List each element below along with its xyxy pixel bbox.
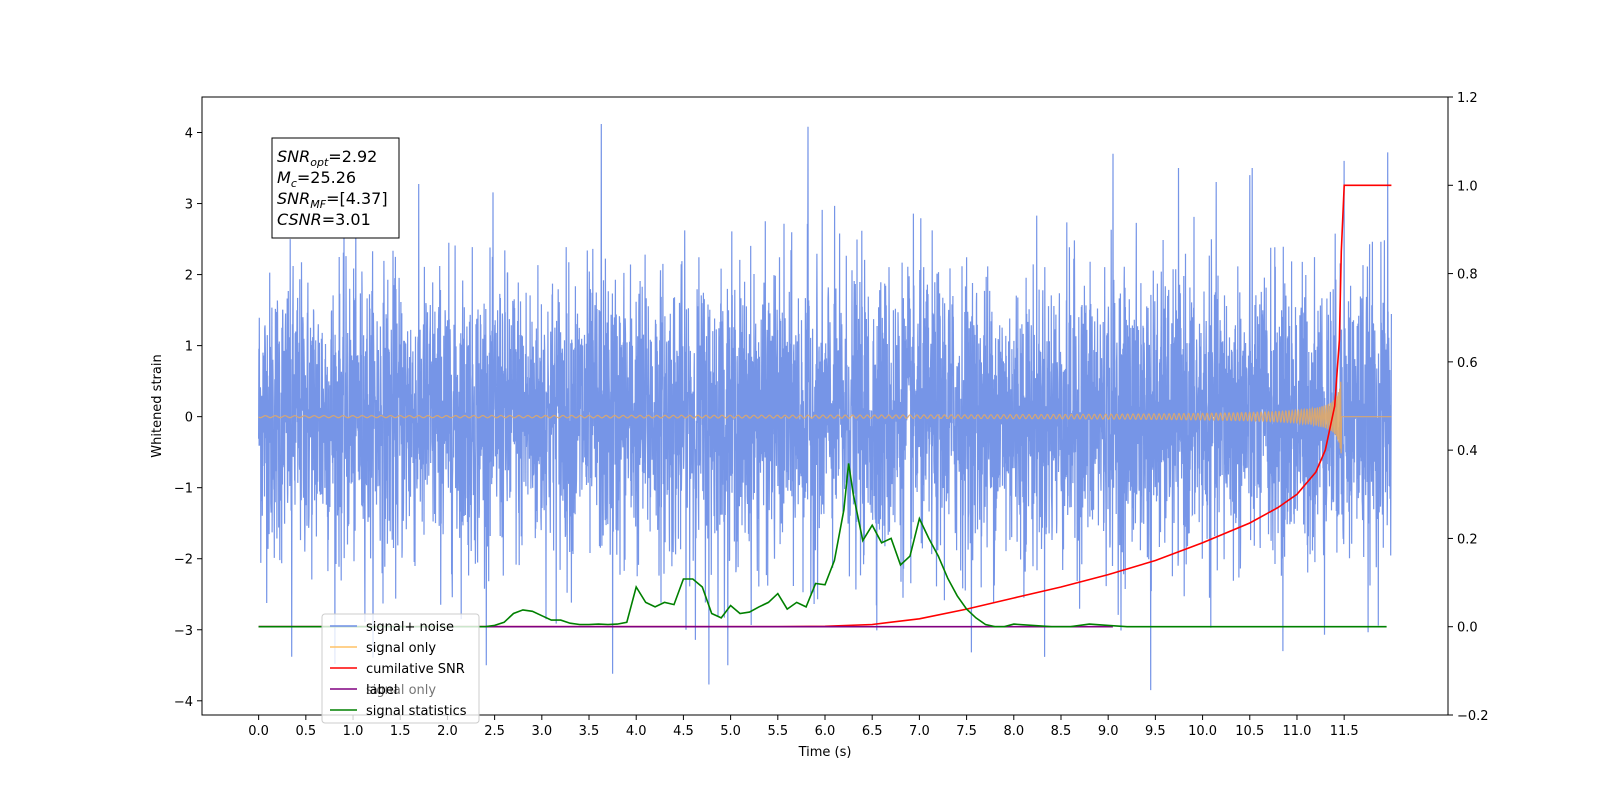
x-axis-label: Time (s) [798, 745, 852, 760]
y-left-tick-label: 2 [185, 269, 193, 284]
x-tick-label: 1.0 [343, 724, 364, 739]
x-tick-label: 9.0 [1098, 724, 1119, 739]
y-left-tick-label: −4 [174, 695, 193, 710]
legend-entry-label: signal only [366, 641, 436, 656]
x-tick-label: 1.5 [390, 724, 411, 739]
legend-entry-label: label [366, 683, 397, 698]
x-tick-label: 7.5 [956, 724, 977, 739]
x-tick-label: 6.0 [815, 724, 836, 739]
series-line-cumilative-snr [258, 184, 1392, 628]
stats-annotation-line: CSNR=3.01 [277, 210, 371, 229]
x-tick-label: 5.0 [720, 724, 741, 739]
y-right-tick-label: 1.0 [1457, 179, 1478, 194]
y-right-tick-label: 1.2 [1457, 91, 1478, 106]
y-left-tick-label: −2 [174, 553, 193, 568]
series-line-signal-statistics [258, 463, 1387, 628]
x-tick-label: 0.0 [248, 724, 269, 739]
x-tick-label: 5.5 [767, 724, 788, 739]
y-left-tick-label: 0 [185, 411, 193, 426]
series-line-signal-noise [258, 123, 1392, 691]
x-tick-label: 3.0 [531, 724, 552, 739]
stats-annotation-line: Mc=25.26 [277, 168, 356, 190]
x-tick-label: 4.0 [626, 724, 647, 739]
x-tick-label: 8.5 [1051, 724, 1072, 739]
stats-annotation-line: SNRMF=[4.37] [277, 189, 388, 211]
x-tick-label: 8.0 [1003, 724, 1024, 739]
y-left-tick-label: 3 [185, 198, 193, 213]
legend-entry-label: signal+ noise [366, 620, 454, 635]
axes: 0.0 0.5 1.0 1.5 2.0 2.5 3.0 3.5 4.0 4.5 5.0 5.5 6.0 6… [150, 91, 1489, 760]
legend-box [321, 613, 480, 724]
legend-entry-label: cumilative SNR [366, 662, 465, 677]
x-tick-label: 6.5 [862, 724, 883, 739]
x-tick-label: 10.5 [1235, 724, 1264, 739]
y-right-tick-label: 0.8 [1457, 268, 1478, 283]
legend-ghost-label: signal only [366, 683, 436, 698]
y-right-tick-label: 0.2 [1457, 532, 1478, 547]
x-tick-label: 11.5 [1330, 724, 1359, 739]
legend: signal+ noise signal only cumilative SNR la… [321, 613, 480, 724]
x-tick-label: 0.5 [295, 724, 316, 739]
y-right-tick-label: −0.2 [1457, 709, 1489, 724]
x-tick-label: 2.5 [484, 724, 505, 739]
x-tick-label: 4.5 [673, 724, 694, 739]
stats-annotation-box [271, 137, 400, 239]
series-line-signal-only [258, 381, 1392, 454]
y-left-tick-label: −3 [174, 624, 193, 639]
x-tick-label: 2.0 [437, 724, 458, 739]
stats-annotation-line: SNRopt=2.92 [277, 147, 377, 169]
legend-entry-label: signal statistics [366, 704, 467, 719]
x-tick-label: 11.0 [1282, 724, 1311, 739]
y-left-tick-label: 4 [185, 127, 193, 142]
x-tick-label: 9.5 [1145, 724, 1166, 739]
x-tick-label: 3.5 [579, 724, 600, 739]
x-tick-label: 10.0 [1188, 724, 1217, 739]
y-left-tick-label: −1 [174, 482, 193, 497]
y-right-tick-label: 0.6 [1457, 356, 1478, 371]
y-left-tick-label: 1 [185, 340, 193, 355]
y-right-tick-label: 0.0 [1457, 621, 1478, 636]
y-axis-label: Whitened strain [150, 354, 165, 457]
x-tick-label: 7.0 [909, 724, 930, 739]
y-right-tick-label: 0.4 [1457, 444, 1478, 459]
